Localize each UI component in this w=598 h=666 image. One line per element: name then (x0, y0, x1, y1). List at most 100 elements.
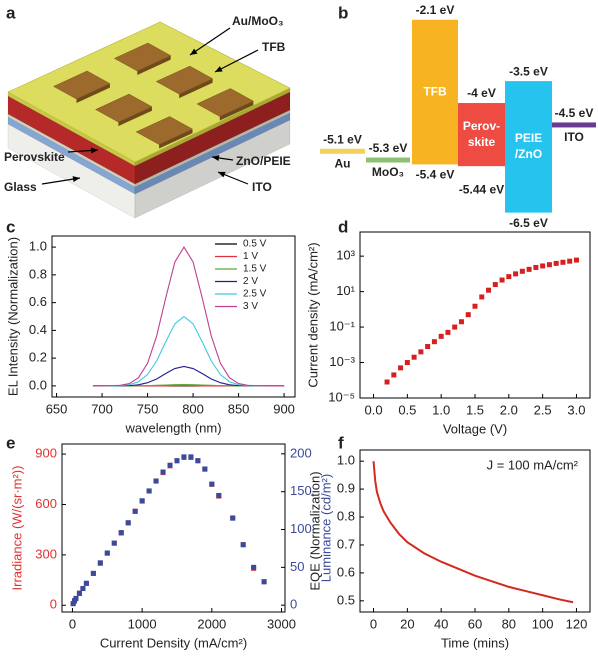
x-tick-label: 900 (273, 401, 295, 416)
point (486, 287, 492, 293)
point (499, 277, 505, 283)
x-tick-label: 850 (228, 401, 250, 416)
layer-label: ITO (252, 180, 272, 194)
y-tick-label: 10³ (336, 248, 355, 263)
energy-box (458, 103, 505, 167)
point (425, 344, 431, 350)
legend-label: 1.5 V (243, 264, 267, 275)
electrode-side (219, 101, 254, 121)
y-tick-label: 900 (35, 446, 57, 461)
x-tick-label: 100 (532, 616, 554, 631)
electrode (53, 70, 111, 100)
panel-letter: c (6, 217, 15, 236)
point (181, 454, 187, 460)
electrode (135, 116, 194, 145)
y2-tick-label: 200 (290, 445, 312, 460)
x-tick-label: 3.0 (567, 402, 585, 417)
layer-label: Glass (4, 180, 37, 194)
point (216, 492, 222, 498)
electrode-side (179, 78, 213, 99)
x-tick-label: 2000 (197, 616, 226, 631)
x-tick-label: 650 (46, 401, 68, 416)
point (553, 260, 559, 266)
x-axis-title: Time (mins) (441, 635, 509, 650)
point (174, 458, 180, 464)
electrode (95, 93, 153, 123)
electrode-side (118, 106, 152, 127)
point (560, 259, 566, 265)
layer-label: TFB (262, 40, 286, 54)
y-axis-title: Irradiance (W/(sr·m²)) (9, 466, 24, 591)
point (139, 498, 145, 504)
energy-level (552, 122, 596, 128)
y-tick-label: 0 (50, 597, 57, 612)
point (90, 570, 96, 576)
layer-face (134, 112, 291, 195)
point (567, 258, 573, 264)
panel-letter: d (338, 217, 348, 236)
series-line (92, 365, 285, 387)
electrode-side (137, 55, 171, 75)
y-tick-label: 0.4 (29, 322, 47, 337)
point (445, 329, 451, 335)
x-axis-title: wavelength (nm) (124, 420, 221, 435)
layer-face (134, 109, 291, 188)
x-axis-title: Current Density (mA/cm²) (100, 635, 247, 650)
x-tick-label: 80 (502, 616, 516, 631)
y-tick-label: 0.9 (337, 481, 355, 496)
point (404, 360, 410, 366)
point (188, 454, 194, 460)
energy-label: -3.5 eV (509, 64, 548, 78)
point (506, 274, 512, 280)
point (526, 266, 532, 272)
panel-letter: e (6, 433, 15, 452)
y-axis-title: Current density (mA/cm²) (305, 242, 320, 387)
layer-name: ITO (564, 130, 584, 144)
panel-letter: b (338, 3, 348, 22)
point (160, 469, 166, 475)
layer-label: Perovskite (4, 150, 65, 164)
point (438, 333, 444, 339)
legend-label: 0.5 V (243, 239, 267, 250)
y-tick-label: 10¹ (336, 283, 355, 298)
panel-letter: a (6, 3, 16, 22)
point (83, 580, 89, 586)
y2-tick-label: 0 (290, 597, 297, 612)
y-tick-label: 0.8 (337, 508, 355, 523)
layer-name: PEIE (515, 131, 542, 145)
y-tick-label: 300 (35, 546, 57, 561)
y-tick-label: 0.5 (337, 592, 355, 607)
x-tick-label: 3000 (267, 616, 296, 631)
top-surface (7, 21, 291, 163)
layer-label: Au/MoO₃ (232, 14, 284, 28)
point (240, 542, 246, 548)
series-line (92, 246, 285, 387)
point (80, 586, 86, 592)
arrow-head (190, 48, 198, 55)
energy-box (505, 81, 552, 213)
point (465, 312, 471, 318)
plot-frame (359, 449, 591, 613)
y-tick-label: 10⁻⁵ (328, 389, 355, 404)
legend-label: 2 V (243, 276, 258, 287)
arrow-head (72, 176, 80, 183)
panel-letter: f (338, 433, 344, 452)
electrode-side (159, 129, 193, 149)
point (153, 478, 159, 484)
point (111, 540, 117, 546)
x-tick-label: 120 (566, 616, 588, 631)
x-tick-label: 700 (91, 401, 113, 416)
y-tick-label: 10⁻³ (329, 354, 355, 369)
label-arrow (214, 49, 259, 73)
y-axis-title: EQE (Normalization) (307, 471, 322, 590)
y-axis-title: EL Intensity (Normalization) (5, 237, 20, 396)
energy-label: -5.3 eV (369, 141, 408, 155)
y-tick-label: 0.6 (337, 564, 355, 579)
x-tick-label: 40 (434, 616, 448, 631)
y-tick-label: 0.7 (337, 536, 355, 551)
point (261, 579, 267, 585)
label-arrow (189, 27, 231, 56)
point (230, 515, 236, 521)
y-tick-label: 10⁻¹ (329, 319, 355, 334)
